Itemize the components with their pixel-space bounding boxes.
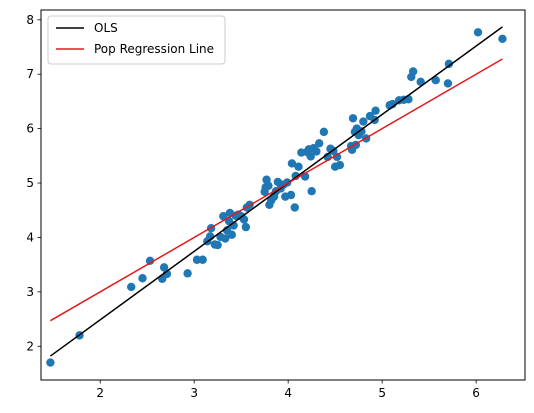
scatter-point-28	[241, 222, 251, 232]
y-tick-label-2: 2	[26, 339, 34, 353]
scatter-point-89	[473, 28, 483, 37]
line-ols	[49, 26, 503, 357]
scatter-point-54	[307, 186, 316, 196]
scatter-point-53	[306, 152, 315, 161]
scatter-point-2	[127, 282, 136, 292]
scatter-point-56	[312, 147, 321, 156]
scatter-point-63	[332, 152, 342, 162]
x-axis: 2 3 4 5 6	[96, 380, 480, 400]
scatter-point-22	[227, 230, 236, 239]
y-tick-label-5: 5	[26, 176, 34, 190]
scatter-point-18	[221, 234, 230, 243]
scatter-point-3	[138, 274, 147, 283]
scatter-point-84	[408, 67, 418, 76]
y-tick-label-7: 7	[26, 67, 34, 81]
plot-frame	[40, 9, 526, 381]
scatter-point-86	[431, 75, 440, 85]
x-tick-label-4: 4	[284, 386, 292, 400]
scatter-point-77	[371, 106, 380, 115]
scatter-point-85	[416, 77, 425, 87]
y-axis: 2 3 4 5 6 7 8	[26, 13, 41, 353]
scatter-point-8	[183, 269, 192, 278]
scatter-point-67	[348, 114, 358, 123]
scatter-point-48	[294, 162, 303, 171]
scatter-point-44	[286, 190, 296, 200]
scatter-point-4	[145, 256, 155, 266]
line-layer	[49, 26, 503, 357]
scatter-point-34	[264, 181, 273, 190]
scatter-point-7	[162, 269, 172, 279]
scatter-point-45	[287, 159, 297, 168]
scatter-point-17	[219, 212, 228, 221]
scatter-point-0	[46, 358, 55, 367]
scatter-point-72	[357, 127, 366, 136]
scatter-point-10	[198, 255, 207, 264]
y-tick-label-3: 3	[26, 285, 34, 299]
legend-box	[47, 15, 226, 65]
x-tick-label-6: 6	[472, 386, 480, 400]
y-tick-label-4: 4	[26, 230, 34, 244]
scatter-point-82	[404, 95, 413, 104]
scatter-point-46	[290, 203, 299, 212]
scatter-point-57	[314, 139, 324, 148]
scatter-point-6	[159, 263, 169, 272]
y-tick-label-8: 8	[26, 13, 34, 27]
legend: OLS Pop Regression Line	[47, 15, 226, 65]
scatter-point-64	[335, 160, 345, 170]
legend-label-ols: OLS	[94, 21, 118, 35]
scatter-point-73	[359, 117, 368, 126]
legend-label-pop-regression: Pop Regression Line	[94, 42, 214, 56]
x-tick-label-5: 5	[378, 386, 386, 400]
y-tick-label-6: 6	[26, 122, 34, 136]
x-tick-label-2: 2	[96, 386, 104, 400]
scatter-point-58	[319, 127, 329, 137]
scatter-point-15	[213, 240, 222, 250]
scatter-layer	[46, 28, 507, 367]
scatter-point-90	[498, 34, 507, 44]
scatter-point-88	[444, 59, 454, 69]
scatter-point-87	[443, 79, 453, 88]
line-pop-regression-line	[50, 58, 503, 322]
x-tick-label-3: 3	[190, 386, 198, 400]
